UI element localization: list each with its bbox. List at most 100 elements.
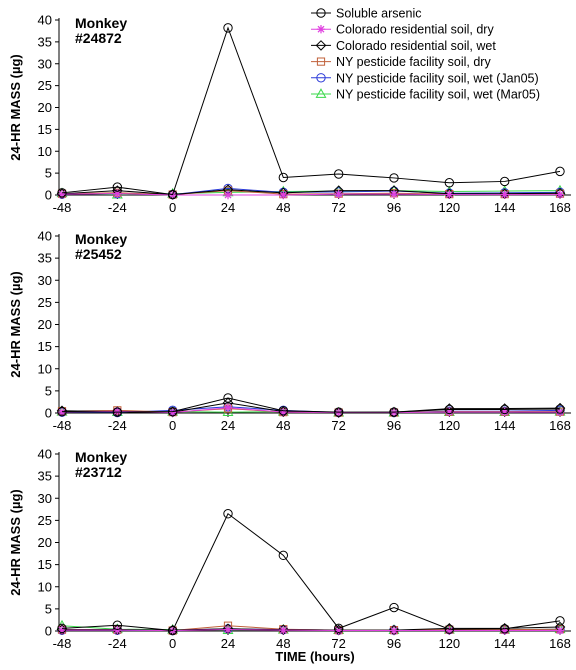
y-tick-label: 40 [38, 229, 52, 244]
data-point [168, 408, 177, 417]
data-point [445, 407, 454, 417]
monkey-label: Monkey [75, 15, 127, 31]
x-tick-label: -24 [108, 636, 127, 651]
data-point [57, 625, 67, 635]
series-line [61, 189, 561, 196]
x-tick-label: 144 [494, 418, 516, 433]
chart-panel: 0 5 10 15 20 25 30 35 40 -48 -24 0 24 48 72 96 120 144 168… [8, 229, 571, 433]
monkey-id-label: #23712 [75, 464, 122, 480]
data-point [444, 178, 455, 188]
data-point [444, 624, 455, 634]
data-point [389, 407, 399, 417]
monkey-label: Monkey [75, 449, 127, 465]
data-point [555, 626, 565, 635]
y-tick-label: 5 [45, 601, 52, 616]
data-point [333, 169, 344, 179]
y-tick-label: 0 [45, 624, 52, 639]
x-tick-label: -24 [108, 418, 127, 433]
x-tick-label: 48 [276, 418, 290, 433]
data-point [334, 626, 343, 635]
data-point [112, 620, 123, 630]
data-point [278, 172, 289, 183]
data-point [113, 407, 122, 416]
y-tick-label: 15 [38, 339, 52, 354]
x-tick-label: 72 [331, 418, 345, 433]
x-tick-label: 48 [276, 636, 290, 651]
x-tick-label: 0 [169, 418, 176, 433]
data-point [555, 407, 565, 417]
legend-entry: Colorado residential soil, dry [336, 23, 494, 37]
legend-marker [316, 25, 326, 34]
legend-entry: Soluble arsenic [336, 7, 421, 21]
data-point [223, 625, 233, 634]
y-tick-label: 25 [38, 513, 52, 528]
data-point [444, 404, 455, 415]
data-point [389, 602, 399, 613]
x-tick-label: 24 [221, 418, 235, 433]
y-tick-label: 20 [38, 535, 52, 550]
x-tick-label: 0 [169, 636, 176, 651]
data-point [445, 626, 454, 635]
x-tick-label: 72 [331, 200, 345, 215]
data-point [333, 623, 344, 634]
y-tick-label: 5 [45, 383, 52, 398]
x-tick-label: 144 [494, 200, 516, 215]
data-point [222, 406, 234, 417]
data-point [500, 626, 509, 635]
y-axis-title: 24-HR MASS (µg) [8, 271, 23, 377]
legend-marker [316, 57, 326, 66]
y-tick-label: 35 [38, 34, 52, 49]
legend-entry: NY pesticide facility soil, wet (Mar05) [336, 88, 540, 102]
y-tick-label: 20 [38, 317, 52, 332]
legend-entry: NY pesticide facility soil, dry [336, 55, 491, 69]
monkey-id-label: #25452 [75, 246, 122, 262]
x-tick-label: 168 [549, 636, 571, 651]
y-tick-label: 40 [38, 447, 52, 462]
data-point [499, 624, 510, 634]
data-point [223, 393, 233, 403]
data-point [389, 173, 399, 183]
data-point [445, 190, 454, 199]
data-point [223, 403, 233, 412]
data-point [223, 190, 233, 200]
x-tick-label: -48 [53, 418, 72, 433]
data-point [500, 190, 509, 199]
legend-marker [315, 88, 327, 98]
data-point [555, 404, 565, 414]
x-tick-label: 168 [549, 200, 571, 215]
x-tick-label: 72 [331, 636, 345, 651]
legend-entry: NY pesticide facility soil, wet (Jan05) [336, 71, 539, 85]
y-tick-label: 10 [38, 579, 52, 594]
y-tick-label: 25 [38, 78, 52, 93]
data-point [223, 509, 233, 519]
data-point [57, 623, 67, 634]
y-tick-label: 15 [38, 122, 52, 137]
data-point [279, 407, 288, 417]
y-tick-label: 40 [38, 13, 52, 28]
data-point [279, 625, 288, 635]
data-point [499, 404, 510, 415]
data-point [389, 189, 399, 199]
data-point [112, 407, 123, 417]
x-tick-label: 24 [221, 200, 235, 215]
x-tick-label: 96 [387, 418, 401, 433]
legend-entry: Colorado residential soil, wet [336, 39, 496, 53]
data-point [389, 626, 399, 635]
x-tick-label: 0 [169, 200, 176, 215]
legend-marker [316, 73, 326, 83]
monkey-label: Monkey [75, 231, 127, 247]
legend-marker [315, 40, 327, 51]
x-axis-title: TIME (hours) [275, 649, 354, 664]
series-line [62, 629, 560, 632]
series-line [61, 397, 561, 413]
data-point [333, 407, 344, 418]
chart-panel: 0 5 10 15 20 25 30 35 40 -48 -24 0 24 48 72 96 120 144 168… [8, 447, 571, 664]
x-tick-label: 120 [438, 418, 460, 433]
y-tick-label: 0 [45, 188, 52, 203]
y-tick-label: 30 [38, 491, 52, 506]
data-point [499, 176, 510, 187]
x-tick-label: -48 [53, 636, 72, 651]
x-tick-label: 24 [221, 636, 235, 651]
data-point [500, 407, 509, 417]
y-tick-label: 30 [38, 56, 52, 71]
